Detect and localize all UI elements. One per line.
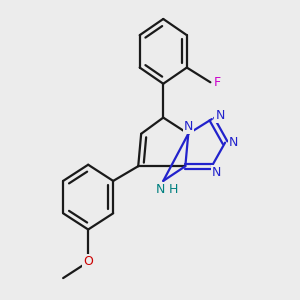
Text: N: N [215, 109, 225, 122]
Text: N: N [156, 183, 166, 196]
Text: H: H [169, 183, 178, 196]
Text: O: O [83, 255, 93, 268]
Text: N: N [184, 120, 193, 133]
Text: N: N [229, 136, 239, 149]
Text: N: N [212, 166, 221, 179]
Text: F: F [213, 76, 220, 89]
